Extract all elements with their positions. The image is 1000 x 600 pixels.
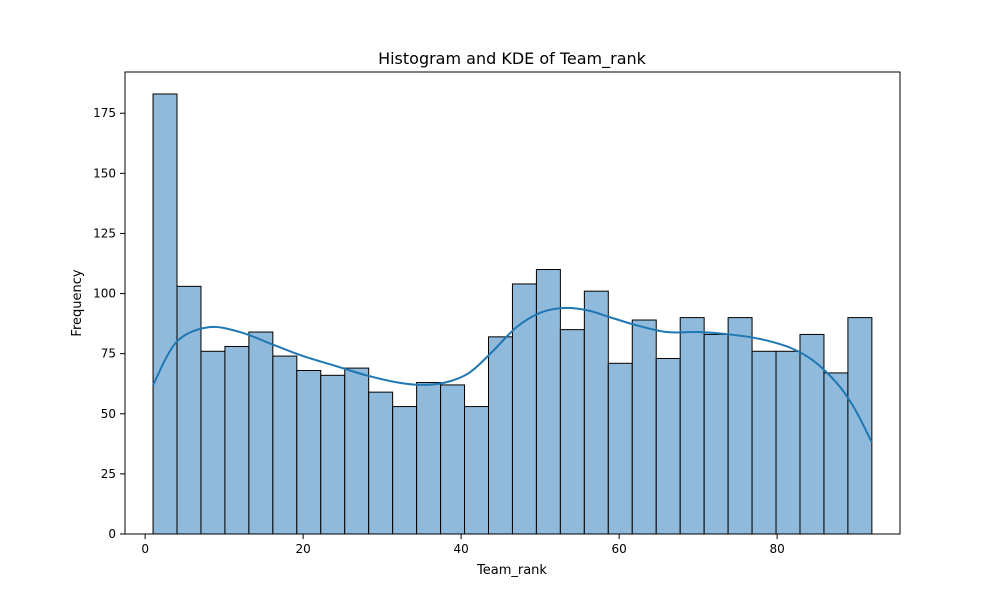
x-tick-label: 60 <box>612 542 627 556</box>
histogram-bar <box>272 355 298 535</box>
histogram-bar <box>248 331 274 535</box>
y-tick-label: 100 <box>93 287 116 301</box>
histogram-bar <box>775 350 801 535</box>
histogram-bar <box>847 317 873 535</box>
histogram-bar <box>583 290 609 535</box>
histogram-bar <box>392 406 418 535</box>
kde-line <box>152 306 873 444</box>
histogram-bar <box>464 406 489 535</box>
plot-frame <box>124 71 901 535</box>
histogram-bar <box>823 372 849 535</box>
histogram-bar <box>655 357 681 535</box>
x-tick-label: 40 <box>454 542 469 556</box>
histogram-bar <box>487 336 513 535</box>
histogram-bar <box>703 333 729 535</box>
histogram-bar <box>679 317 705 535</box>
histogram-bar <box>296 370 322 535</box>
y-tick-label: 50 <box>101 407 116 421</box>
histogram-bar <box>152 93 178 535</box>
histogram-bar <box>368 391 394 535</box>
y-axis-label: Frequency <box>70 269 85 336</box>
histogram-bar <box>416 382 442 535</box>
y-tick-label: 0 <box>108 527 116 541</box>
y-tick-label: 75 <box>101 347 116 361</box>
y-tick-label: 150 <box>93 166 116 180</box>
y-axis-ticks: 0 25 50 75 100 125 150 175 <box>93 106 125 541</box>
histogram-bar <box>727 317 753 535</box>
histogram-bar <box>631 319 657 535</box>
histogram-bar <box>344 367 370 535</box>
y-tick-label: 25 <box>101 467 116 481</box>
x-axis-ticks: 0 20 40 60 80 <box>141 534 785 556</box>
histogram-bar <box>224 345 250 535</box>
histogram-bar <box>440 384 466 535</box>
x-tick-label: 0 <box>141 542 149 556</box>
chart-title: Histogram and KDE of Team_rank <box>378 49 647 69</box>
histogram-bar <box>799 333 825 535</box>
x-axis-label: Team_rank <box>476 563 547 578</box>
histogram-bars <box>152 93 873 535</box>
histogram-bar <box>559 329 585 535</box>
histogram-bar <box>607 362 633 535</box>
y-tick-label: 175 <box>93 106 116 120</box>
x-tick-label: 80 <box>770 542 785 556</box>
histogram-bar <box>320 374 346 535</box>
y-tick-label: 125 <box>93 226 116 240</box>
histogram-bar <box>176 285 202 535</box>
x-tick-label: 20 <box>296 542 311 556</box>
histogram-bar <box>200 350 226 535</box>
histogram-bar <box>751 350 777 535</box>
